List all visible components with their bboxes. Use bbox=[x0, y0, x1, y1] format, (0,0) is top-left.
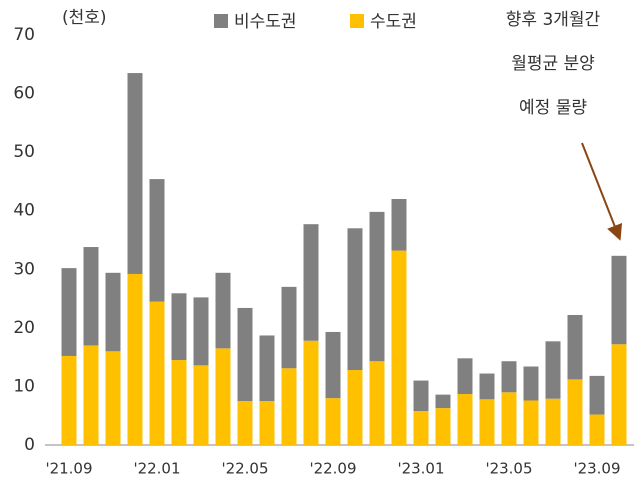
bar-segment bbox=[105, 272, 121, 352]
bar-segment bbox=[611, 255, 627, 345]
y-tick-label: 40 bbox=[13, 201, 35, 221]
bar-segment bbox=[545, 341, 561, 399]
bar-segment bbox=[325, 398, 341, 445]
bar-segment bbox=[303, 224, 319, 341]
bar-segment bbox=[215, 348, 231, 445]
bar-segment bbox=[391, 250, 407, 445]
bar-segment bbox=[413, 411, 429, 445]
bar-segment bbox=[457, 358, 473, 395]
bar-segment bbox=[369, 361, 385, 445]
x-tick-label: '23.01 bbox=[397, 460, 444, 478]
bar-segment bbox=[435, 408, 451, 445]
bar-segment bbox=[237, 401, 253, 445]
annotation: 예정 물량 bbox=[519, 98, 587, 118]
legend-swatch bbox=[214, 14, 228, 28]
y-tick-label: 0 bbox=[24, 435, 35, 455]
x-tick-label: '23.05 bbox=[485, 460, 532, 478]
bar-segment bbox=[127, 273, 143, 445]
bar-segment bbox=[369, 211, 385, 362]
y-tick-label: 20 bbox=[13, 318, 35, 338]
bar-segment bbox=[523, 366, 539, 401]
bar-segment bbox=[215, 272, 231, 349]
bar-segment bbox=[281, 368, 297, 445]
bar-segment bbox=[589, 375, 605, 415]
bar-segment bbox=[259, 335, 275, 402]
bar-segment bbox=[149, 301, 165, 445]
y-tick-label: 60 bbox=[13, 84, 35, 104]
y-tick-label: 50 bbox=[13, 142, 35, 162]
bar-segment bbox=[281, 286, 297, 369]
x-tick-label: '22.05 bbox=[221, 460, 268, 478]
x-tick-label: '23.09 bbox=[573, 460, 620, 478]
bar-segment bbox=[589, 414, 605, 445]
legend-label: 비수도권 bbox=[234, 12, 297, 32]
bar-segment bbox=[61, 268, 77, 356]
bar-segment bbox=[501, 361, 517, 393]
bar-segment bbox=[193, 365, 209, 445]
bar-segment bbox=[435, 394, 451, 409]
bar-segment bbox=[259, 401, 275, 445]
bar-segment bbox=[83, 345, 99, 445]
bar-segment bbox=[567, 314, 583, 380]
bar-segment bbox=[523, 400, 539, 445]
annotation: 향후 3개월간 bbox=[506, 10, 601, 30]
bar-segment bbox=[413, 380, 429, 412]
annotation-arrow bbox=[581, 142, 623, 241]
bar-segment bbox=[193, 297, 209, 366]
unit-label: (천호) bbox=[62, 8, 107, 28]
x-tick-label: '22.09 bbox=[309, 460, 356, 478]
bar-segment bbox=[325, 331, 341, 399]
bar-segment bbox=[171, 293, 187, 361]
bar-segment bbox=[237, 307, 253, 402]
bar-segment bbox=[105, 351, 121, 445]
bar-segment bbox=[303, 340, 319, 445]
x-tick-label: '21.09 bbox=[45, 460, 92, 478]
y-tick-label: 30 bbox=[13, 259, 35, 279]
bar-segment bbox=[347, 370, 363, 445]
bar-segment bbox=[83, 247, 99, 346]
legend-label: 수도권 bbox=[370, 12, 417, 32]
bar-segment bbox=[545, 398, 561, 445]
bar-segment bbox=[611, 344, 627, 445]
x-tick-label: '22.01 bbox=[133, 460, 180, 478]
legend-swatch bbox=[350, 14, 364, 28]
bar-segment bbox=[479, 399, 495, 445]
bar-segment bbox=[567, 379, 583, 445]
annotation: 월평균 분양 bbox=[511, 54, 595, 74]
y-tick-label: 10 bbox=[13, 376, 35, 396]
bar-segment bbox=[61, 355, 77, 445]
bar-segment bbox=[347, 228, 363, 371]
bar-segment bbox=[149, 179, 165, 302]
bar-segment bbox=[391, 199, 407, 251]
y-tick-label: 70 bbox=[13, 25, 35, 45]
bar-segment bbox=[171, 360, 187, 445]
bar-segment bbox=[127, 73, 143, 274]
bar-segment bbox=[479, 373, 495, 400]
bar-segment bbox=[457, 394, 473, 445]
bar-segment bbox=[501, 392, 517, 445]
